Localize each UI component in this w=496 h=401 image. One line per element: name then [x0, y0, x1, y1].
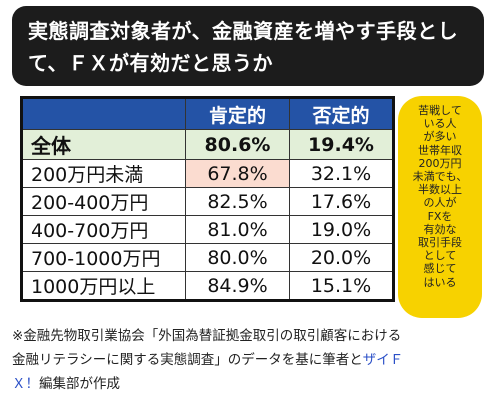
callout-line: 有効な	[423, 222, 457, 236]
callout-line: はいる	[423, 275, 457, 289]
table-row: 400-700万円 81.0% 19.0%	[21, 215, 394, 244]
title-line-2: て、ＦＸが有効だと思うか	[28, 51, 273, 75]
table-row: 1000万円以上 84.9% 15.1%	[21, 271, 394, 301]
table-row: 700-1000万円 80.0% 20.0%	[21, 243, 394, 272]
zai-fx-link[interactable]: ザイＦ	[362, 352, 404, 368]
footnote-text: 金融リテラシーに関する実態調査」のデータを基に筆者と	[12, 352, 363, 368]
cell-negative: 19.0%	[289, 215, 394, 244]
cell-negative: 17.6%	[289, 187, 394, 216]
table-row: 200万円未満 67.8% 32.1%	[21, 159, 394, 188]
cell-positive: 81.0%	[185, 215, 290, 244]
header-corner	[21, 97, 186, 130]
table-row: 200-400万円 82.5% 17.6%	[21, 187, 394, 216]
footnote-line-1: ※金融先物取引業協会「外国為替証拠金取引の取引顧客における	[12, 328, 402, 344]
callout-line: いる人	[423, 117, 457, 131]
footnote-text: 編集部が作成	[39, 376, 120, 392]
cell-positive: 84.9%	[185, 271, 290, 301]
cell-negative: 20.0%	[289, 243, 394, 272]
callout-line: 感じて	[423, 262, 457, 276]
title-banner: 実態調査対象者が、金融資産を増やす手段とし て、ＦＸが有効だと思うか	[12, 6, 484, 86]
cell-positive-highlighted: 67.8%	[185, 159, 290, 188]
callout-line: 200万円	[418, 156, 462, 170]
table-header-row: 肯定的 否定的	[21, 97, 394, 130]
row-label: 200-400万円	[21, 187, 186, 216]
cell-positive: 80.0%	[185, 243, 290, 272]
cell-positive: 80.6%	[185, 129, 290, 160]
zai-fx-link-continued[interactable]: Ｘ！	[12, 376, 39, 392]
cell-negative: 15.1%	[289, 271, 394, 301]
callout-line: 取引手段	[418, 236, 462, 250]
callout-line: として	[423, 249, 457, 263]
title-line-1: 実態調査対象者が、金融資産を増やす手段とし	[28, 19, 459, 43]
footnote-line-2: 金融リテラシーに関する実態調査」のデータを基に筆者とザイＦ	[12, 348, 490, 372]
footnote-line-3: Ｘ！編集部が作成	[12, 372, 490, 396]
source-footnote: ※金融先物取引業協会「外国為替証拠金取引の取引顧客における 金融リテラシーに関す…	[12, 324, 490, 396]
callout-line: 半数以上	[418, 183, 462, 197]
cell-negative: 19.4%	[289, 129, 394, 160]
row-label: 1000万円以上	[21, 271, 186, 301]
callout-line: FXを	[427, 209, 453, 223]
row-label: 200万円未満	[21, 159, 186, 188]
column-header-positive: 肯定的	[185, 97, 290, 130]
callout-line: 苦戦して	[418, 104, 462, 117]
callout-line: の人が	[423, 196, 457, 210]
cell-positive: 82.5%	[185, 187, 290, 216]
row-label: 400-700万円	[21, 215, 186, 244]
callout-note: 苦戦して いる人 が多い 世帯年収 200万円 未満でも、 半数以上 の人が F…	[398, 96, 482, 318]
callout-line: 未満でも、	[412, 170, 468, 184]
table-row-total: 全体 80.6% 19.4%	[21, 129, 394, 160]
callout-line: 世帯年収	[418, 143, 462, 157]
row-label: 700-1000万円	[21, 243, 186, 272]
column-header-negative: 否定的	[289, 97, 394, 130]
callout-line: が多い	[423, 130, 457, 144]
survey-table: 肯定的 否定的 全体 80.6% 19.4% 200万円未満 67.8% 32.…	[20, 96, 395, 302]
cell-negative: 32.1%	[289, 159, 394, 188]
row-label: 全体	[21, 129, 186, 160]
